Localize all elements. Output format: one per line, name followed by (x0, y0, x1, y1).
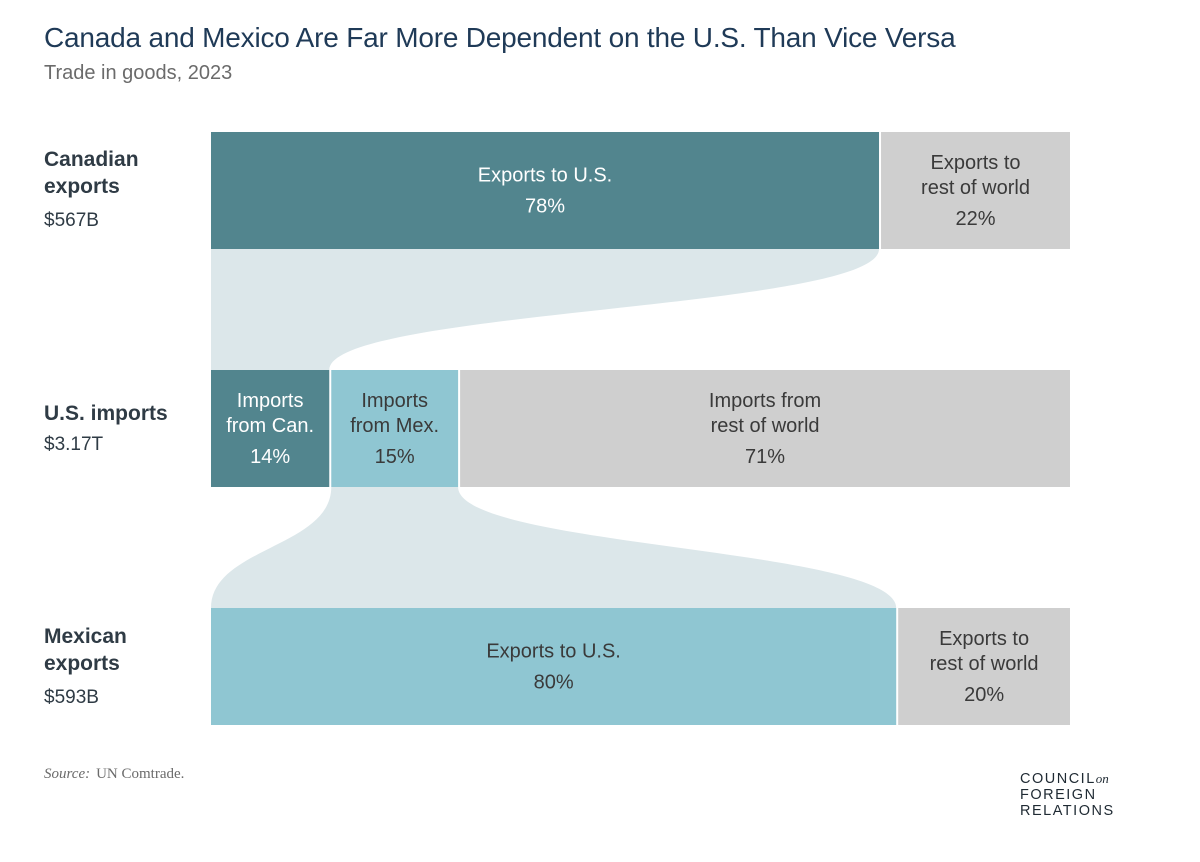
source-text: UN Comtrade. (96, 766, 185, 782)
flow-bands (211, 249, 897, 608)
segment-label-1-0-line0: Imports (237, 390, 304, 412)
bar-row-2: Exports to U.S. 80% Exports to rest of worl… (211, 608, 1070, 725)
bar-segment-2-1 (898, 608, 1070, 725)
segment-label-0-1-line1: rest of world (921, 177, 1030, 199)
bar-row-1: Imports from Can. 14% Imports from Mex. 15% Im… (211, 370, 1070, 487)
segment-label-2-1-line1: rest of world (930, 653, 1039, 675)
segment-label-0-1-line0: Exports to (930, 152, 1020, 174)
segment-value-2-1: 20% (964, 684, 1004, 706)
row-name-canadian-line2: exports (44, 175, 120, 198)
bar-segment-1-0 (211, 370, 330, 487)
segment-value-0-1: 22% (955, 208, 995, 230)
row-total-us: $3.17T (44, 434, 104, 455)
segment-value-1-1: 15% (375, 446, 415, 468)
chart-subtitle: Trade in goods, 2023 (44, 62, 233, 84)
segment-value-1-0: 14% (250, 446, 290, 468)
bar-segment-1-2 (460, 370, 1070, 487)
cfr-logo: COUNCILon FOREIGN RELATIONS (1020, 771, 1115, 819)
flow-band-1 (211, 487, 897, 608)
chart-title: Canada and Mexico Are Far More Dependent… (44, 22, 956, 53)
bar-segment-0-0 (211, 132, 880, 249)
row-label-mexican-exports: Mexican exports $593B (44, 623, 127, 709)
logo-line3: RELATIONS (1020, 803, 1115, 819)
bar-segment-2-0 (211, 608, 897, 725)
row-name-mexican-line2: exports (44, 652, 120, 675)
bar-row-0: Exports to U.S. 78% Exports to rest of worl… (211, 132, 1070, 249)
segment-label-2-1-line0: Exports to (939, 628, 1029, 650)
row-label-us-imports: U.S. imports $3.17T (44, 400, 168, 456)
segment-label-1-1-line0: Imports (361, 390, 428, 412)
source-label: Source: (44, 766, 91, 782)
row-total-canadian: $567B (44, 210, 99, 231)
segment-value-2-0: 80% (534, 672, 574, 694)
logo-on: on (1095, 771, 1109, 786)
segment-label-2-0-line0: Exports to U.S. (486, 641, 621, 663)
segment-label-1-2-line0: Imports from (709, 390, 821, 412)
segment-value-0-0: 78% (525, 196, 565, 218)
segment-value-1-2: 71% (745, 446, 785, 468)
bar-segment-0-1 (881, 132, 1070, 249)
row-name-canadian-line1: Canadian (44, 148, 139, 171)
segment-label-1-1-line1: from Mex. (350, 415, 439, 437)
segment-label-0-0-line0: Exports to U.S. (478, 165, 613, 187)
logo-line1: COUNCIL (1020, 771, 1096, 787)
source-note: Source: UN Comtrade. (44, 766, 184, 783)
logo-line2: FOREIGN (1020, 787, 1097, 803)
row-name-us-imports: U.S. imports (44, 402, 168, 425)
row-label-canadian-exports: Canadian exports $567B (44, 146, 139, 232)
flow-band-0 (211, 249, 880, 370)
segment-label-1-2-line1: rest of world (711, 415, 820, 437)
row-total-mexican: $593B (44, 687, 99, 708)
segment-label-1-0-line1: from Can. (226, 415, 314, 437)
bar-segment-1-1 (331, 370, 459, 487)
row-name-mexican-line1: Mexican (44, 625, 127, 648)
